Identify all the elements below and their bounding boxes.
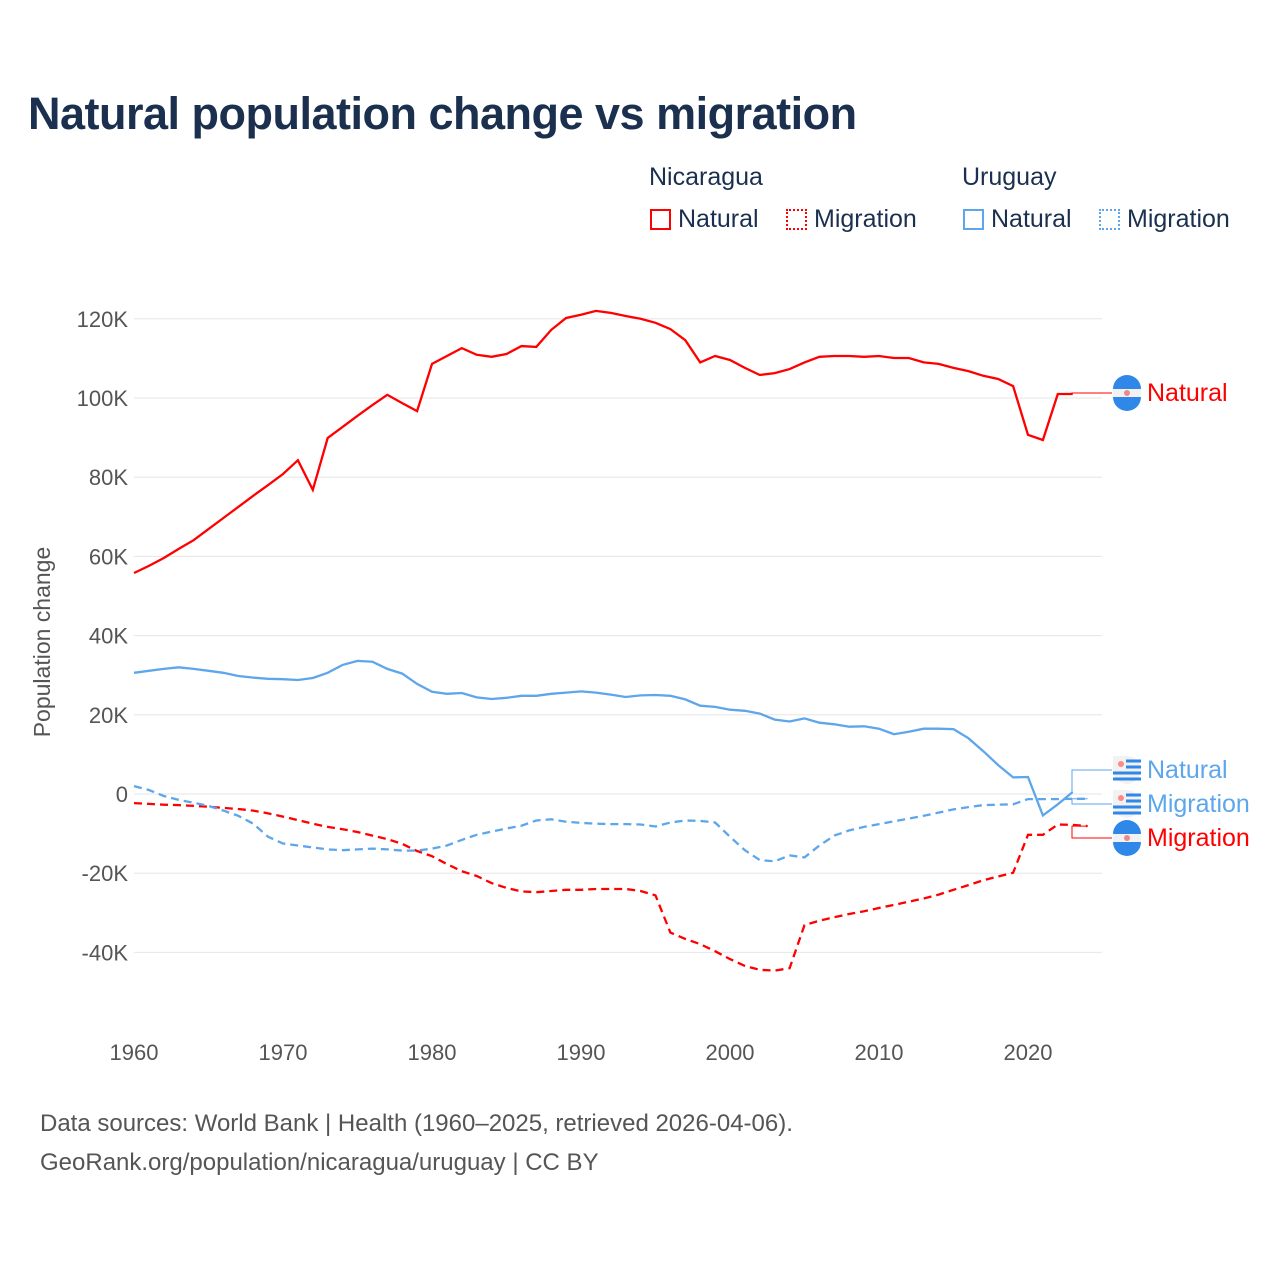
uruguay-flag-icon	[1113, 790, 1141, 818]
legend-nicaragua-natural[interactable]: Natural	[650, 205, 759, 234]
y-tick-label: 40K	[89, 624, 128, 649]
nicaragua-flag-icon	[1113, 820, 1141, 856]
end-label-uruguay-migration: Migration	[1147, 790, 1250, 818]
y-axis-label: Population change	[29, 547, 55, 738]
legend-swatch-dotted-icon	[786, 209, 807, 230]
end-label-nicaragua-migration: Migration	[1147, 824, 1250, 852]
series-line-nicaragua-migration[interactable]	[133, 801, 1088, 972]
chart-title: Natural population change vs migration	[28, 88, 857, 139]
y-tick-label: -40K	[82, 940, 129, 965]
legend-label: Natural	[991, 205, 1072, 233]
y-tick-label: 80K	[89, 465, 128, 490]
y-tick-label: 20K	[89, 703, 128, 728]
series-line-nicaragua-natural[interactable]	[133, 309, 1073, 575]
legend-group-uruguay: Uruguay	[962, 163, 1057, 191]
legend-group-nicaragua: Nicaragua	[649, 163, 763, 191]
x-tick-label: 2020	[1004, 1040, 1053, 1065]
y-tick-label: 0	[116, 782, 128, 807]
y-tick-label: 60K	[89, 544, 128, 569]
x-tick-label: 1980	[408, 1040, 457, 1065]
series-line-uruguay-natural[interactable]	[133, 659, 1074, 818]
label-connector	[1071, 798, 1112, 805]
x-tick-label: 1990	[557, 1040, 606, 1065]
y-tick-label: 120K	[77, 307, 129, 332]
label-connector	[1071, 825, 1112, 839]
end-label-uruguay-natural: Natural	[1147, 756, 1228, 784]
legend-swatch-solid-icon	[650, 209, 671, 230]
legend-uruguay-natural[interactable]: Natural	[963, 205, 1072, 234]
label-connector	[1071, 769, 1112, 793]
legend-label: Migration	[1127, 205, 1230, 233]
legend-swatch-solid-icon	[963, 209, 984, 230]
x-tick-label: 2000	[706, 1040, 755, 1065]
y-tick-label: -20K	[82, 861, 129, 886]
uruguay-flag-icon	[1113, 756, 1141, 784]
series-line-uruguay-migration[interactable]	[133, 784, 1088, 863]
x-tick-label: 1960	[110, 1040, 159, 1065]
end-label-nicaragua-natural: Natural	[1147, 379, 1228, 407]
x-tick-label: 1970	[259, 1040, 308, 1065]
legend-label: Natural	[678, 205, 759, 233]
source-line-2[interactable]: GeoRank.org/population/nicaragua/uruguay…	[40, 1149, 599, 1176]
label-connector	[1071, 392, 1112, 395]
legend-nicaragua-migration[interactable]: Migration	[786, 205, 917, 234]
nicaragua-flag-icon	[1113, 375, 1141, 411]
legend-uruguay-migration[interactable]: Migration	[1099, 205, 1230, 234]
x-tick-label: 2010	[855, 1040, 904, 1065]
legend-label: Migration	[814, 205, 917, 233]
legend-swatch-dotted-icon	[1099, 209, 1120, 230]
source-line-1: Data sources: World Bank | Health (1960–…	[40, 1110, 793, 1137]
y-tick-label: 100K	[77, 386, 129, 411]
